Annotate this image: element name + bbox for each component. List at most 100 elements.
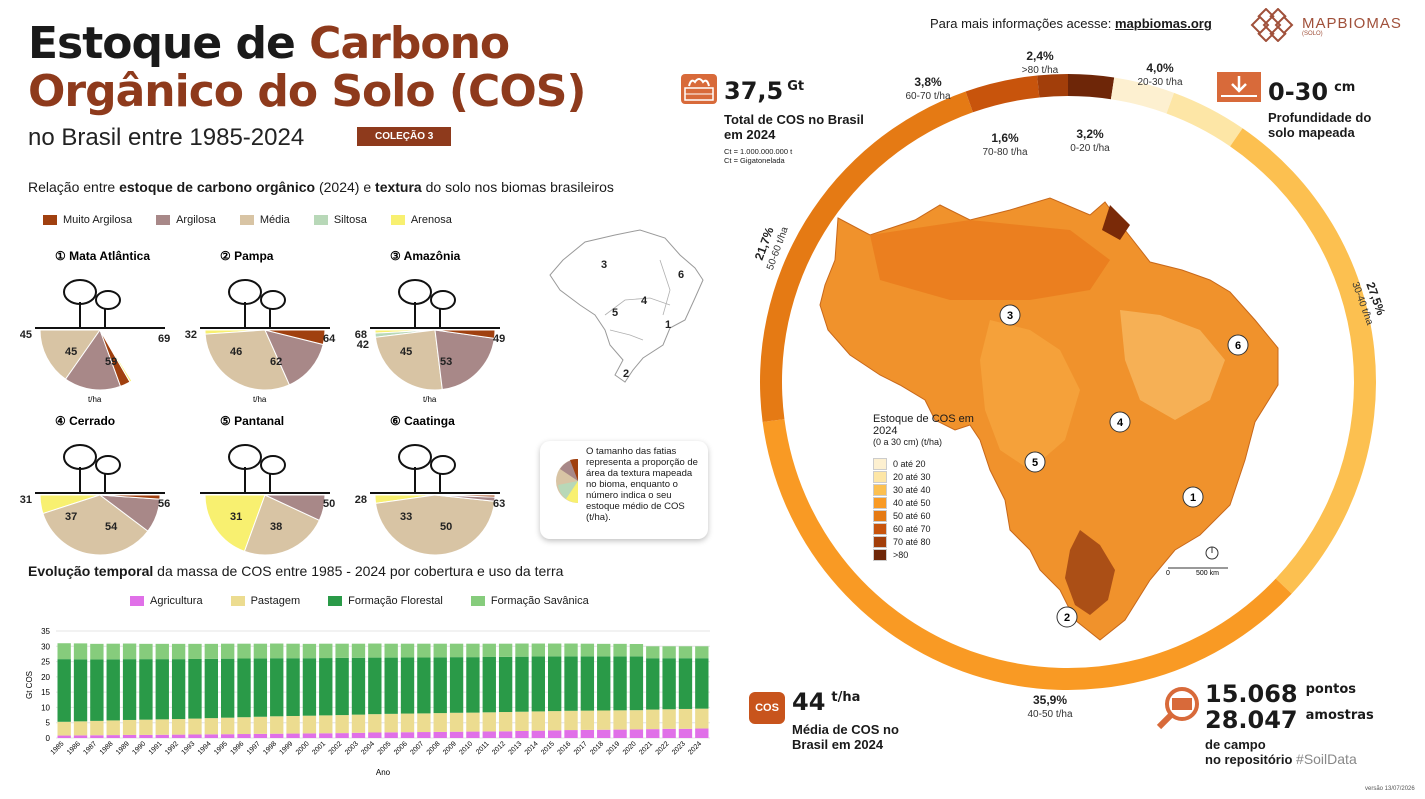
th-b: estoque de carbono orgânico (119, 179, 316, 195)
left-value: 32 (185, 329, 197, 341)
points-value: 15.068 pontos (1205, 680, 1356, 708)
info-link[interactable]: mapbiomas.org (1114, 16, 1212, 31)
slice-value: 54 (105, 521, 118, 533)
th-a: Relação entre (28, 179, 120, 195)
legend-label: Argilosa (176, 214, 216, 226)
note-box: O tamanho das fatias representa a propor… (540, 441, 708, 539)
bar-segment (400, 657, 415, 714)
brazil-minimap: 3 6 4 5 1 2 (549, 229, 704, 383)
map-marker-2 (1056, 606, 1078, 628)
bar-stack-2001 (319, 643, 333, 738)
biome-title: ④ Cerrado (55, 414, 115, 428)
bar-stack-1985 (57, 643, 71, 738)
mapbiomas-logo[interactable] (1248, 7, 1296, 47)
pie-slice (99, 329, 133, 383)
depth-unit: cm (1334, 80, 1356, 95)
x-tick: 1985 (50, 740, 66, 756)
bar-segment (319, 658, 333, 716)
bar-segment (678, 728, 693, 738)
ring-pct: 3,8% (914, 75, 942, 89)
map-marker-3-label: 3 (1007, 310, 1013, 322)
bar-segment (57, 643, 71, 660)
y-tick: 20 (41, 673, 50, 682)
x-tick: 2009 (442, 740, 458, 756)
map-legend-label: 20 até 30 (893, 471, 931, 482)
bar-segment (57, 721, 71, 736)
ring-label: 1,6% 70-80 t/ha (982, 131, 1027, 158)
bar-segment (580, 729, 595, 738)
bar-segment (646, 709, 660, 730)
bar-stack-2008 (433, 643, 447, 738)
x-tick: 2014 (524, 740, 540, 756)
evo-heading-b: da massa de COS entre 1985 - 2024 por co… (153, 563, 564, 579)
bar-segment (90, 659, 104, 721)
bar-segment (188, 658, 202, 719)
total-cos-value: 37,5 Gt (724, 77, 804, 105)
bar-segment (646, 729, 660, 738)
bar-segment (531, 656, 545, 712)
x-tick: 2013 (507, 740, 523, 756)
bar-segment (270, 643, 284, 659)
ring-label: 3,8% 60-70 t/ha (905, 75, 950, 102)
bar-segment (139, 734, 153, 738)
ring-pct: 2,4% (1026, 49, 1054, 63)
slice-value: 63 (493, 498, 505, 510)
bar-segment (155, 643, 169, 660)
x-tick: 1987 (82, 740, 98, 756)
biome-pie-6: ⑥ Caatinga33506328t/ha (355, 414, 505, 556)
legend-swatch (470, 596, 485, 607)
slice-value: 59 (105, 356, 117, 368)
slice-value: 31 (230, 511, 242, 523)
brazil-cos-map: 3 6 4 5 1 2 0 500 km (819, 197, 1279, 641)
biome-vegetation-icon (398, 444, 456, 493)
soil-icon (681, 74, 717, 104)
field-label1: de campo (1205, 737, 1266, 752)
pie-slice (374, 329, 443, 391)
bar-segment (482, 643, 496, 657)
bar-segment (204, 734, 218, 738)
bar-segment (335, 657, 349, 716)
bar-stack-2000 (302, 643, 317, 738)
bar-segment (695, 728, 709, 738)
y-tick: 30 (41, 642, 50, 651)
bar-segment (498, 643, 513, 657)
bar-stack-2015 (548, 643, 562, 738)
map-scale-500: 500 km (1196, 570, 1219, 577)
bar-segment (580, 656, 595, 711)
texture-legend-item: Argilosa (156, 214, 216, 226)
bar-segment (302, 733, 317, 738)
x-tick: 1995 (213, 740, 229, 756)
texture-legend: Muito Argilosa Argilosa Média Siltosa Arenos… (43, 214, 452, 226)
slice-value: 45 (65, 346, 77, 358)
slice-value: 33 (400, 511, 412, 523)
bar-segment (613, 656, 627, 711)
bar-segment (498, 731, 513, 738)
x-tick: 2016 (556, 740, 572, 756)
map-legend-row: 30 até 40 (873, 483, 983, 496)
map-marker-2-label: 2 (1064, 612, 1070, 624)
y-tick: 15 (41, 688, 50, 697)
bar-segment (400, 713, 415, 733)
bar-stack-2023 (678, 646, 693, 738)
bar-segment (253, 733, 268, 738)
map-marker-4 (1109, 411, 1131, 433)
soildata-logo[interactable]: #SoilData (1296, 751, 1357, 767)
mean-cos-label: Média de COS no Brasil em 2024 (792, 722, 899, 752)
map-marker-6 (1227, 334, 1249, 356)
evo-heading-a: Evolução temporal (28, 563, 154, 579)
bar-segment (400, 732, 415, 738)
bar-stack-2018 (597, 643, 611, 738)
pie-slice (264, 494, 326, 522)
biome-title: ⑤ Pantanal (220, 414, 284, 428)
x-tick: 2018 (589, 740, 605, 756)
bar-segment (270, 716, 284, 734)
x-tick: 2007 (409, 740, 425, 756)
bar-segment (597, 656, 611, 711)
bar-segment (188, 718, 202, 735)
mean-cos-value: 44 t/ha (792, 688, 860, 716)
map-legend-swatch (873, 470, 887, 483)
bar-segment (221, 658, 235, 718)
depth-value: 0-30 cm (1268, 78, 1355, 106)
x-tick: 1997 (246, 740, 262, 756)
bar-segment (253, 643, 268, 659)
